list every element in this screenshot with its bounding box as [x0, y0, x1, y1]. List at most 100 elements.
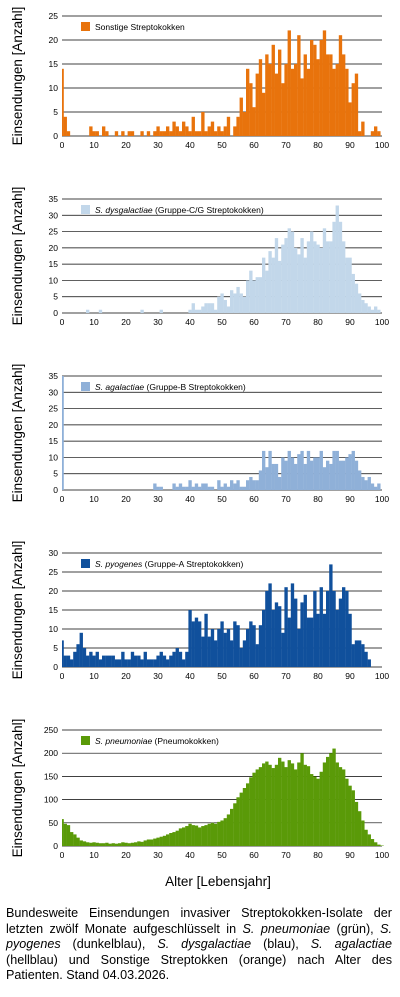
legend-group: (Gruppe-C/G Streptokokken): [153, 205, 264, 215]
legend-label: Sonstige Streptokokken: [95, 22, 185, 32]
bar: [249, 270, 253, 313]
x-tick-label: 80: [313, 850, 323, 860]
bar: [258, 625, 263, 667]
bar: [361, 644, 365, 667]
bar: [188, 131, 192, 136]
x-tick-label: 30: [153, 494, 163, 504]
bar: [294, 247, 298, 313]
bar: [98, 659, 103, 667]
bar: [370, 309, 375, 313]
bar: [201, 112, 205, 136]
bar: [175, 830, 179, 846]
x-tick-label: 100: [375, 494, 389, 504]
bar: [217, 296, 221, 313]
bar: [172, 832, 176, 846]
bar: [258, 277, 263, 313]
bar: [188, 610, 192, 667]
bar: [150, 659, 154, 667]
bar: [210, 822, 215, 846]
bar: [92, 842, 96, 846]
bar: [367, 659, 371, 667]
bar: [278, 49, 282, 136]
bar: [290, 68, 295, 136]
x-tick-label: 80: [313, 494, 323, 504]
bar: [370, 839, 375, 846]
bar: [114, 131, 119, 136]
bar: [274, 764, 279, 846]
bar: [326, 241, 330, 313]
bar: [290, 763, 295, 846]
bar: [223, 632, 227, 667]
bar: [345, 257, 349, 313]
bar: [335, 450, 339, 490]
bar: [374, 486, 378, 490]
bar: [207, 303, 211, 313]
bar: [294, 769, 298, 846]
bar: [143, 651, 147, 667]
bar: [124, 842, 128, 846]
bar: [198, 486, 202, 490]
bar: [217, 629, 221, 667]
y-tick-label: 0: [53, 662, 58, 672]
bar: [66, 825, 71, 846]
y-tick-label: 25: [49, 567, 59, 577]
bar: [268, 64, 272, 136]
bar: [370, 483, 375, 490]
x-tick-label: 100: [375, 317, 389, 327]
bar: [198, 621, 202, 667]
x-tick-label: 50: [217, 494, 227, 504]
bar: [210, 303, 215, 313]
bar: [374, 306, 378, 313]
bar: [89, 126, 93, 136]
bar: [313, 241, 317, 313]
x-tick-label: 50: [217, 140, 227, 150]
bar: [300, 753, 304, 846]
bar: [159, 309, 163, 313]
bar: [153, 838, 157, 846]
bar: [367, 306, 371, 313]
bar: [351, 273, 355, 313]
bar: [246, 68, 250, 136]
x-tick-label: 50: [217, 850, 227, 860]
bar: [338, 767, 343, 846]
bar: [294, 598, 298, 667]
x-tick-label: 40: [185, 494, 195, 504]
bar: [319, 587, 323, 667]
bar: [310, 40, 314, 136]
bar: [255, 480, 259, 490]
y-tick-label: 15: [49, 436, 59, 446]
bar: [156, 486, 160, 490]
bar: [278, 260, 282, 313]
bar: [73, 834, 77, 846]
x-tick-label: 20: [121, 494, 131, 504]
x-tick-label: 20: [121, 671, 131, 681]
caption-part: (dunkelblau),: [60, 937, 158, 952]
bar: [246, 783, 250, 846]
bar: [316, 613, 320, 667]
bar: [233, 293, 237, 313]
bar: [127, 659, 131, 667]
x-tick-label: 10: [89, 671, 99, 681]
x-tick-label: 10: [89, 140, 99, 150]
bar: [287, 617, 291, 667]
bar: [351, 83, 355, 136]
bar: [249, 83, 253, 136]
bar: [361, 820, 365, 846]
caption-species: S. agalactiae: [310, 937, 392, 952]
legend-species: S. pneumoniae: [95, 736, 152, 746]
bar: [134, 655, 138, 667]
bar: [226, 116, 231, 136]
bar: [185, 126, 189, 136]
bar: [226, 629, 231, 667]
legend-swatch: [81, 559, 90, 568]
bar: [348, 454, 352, 490]
bar: [322, 762, 327, 846]
bar: [242, 788, 247, 846]
bar: [150, 839, 154, 846]
bar: [361, 121, 365, 136]
bar: [62, 819, 64, 846]
x-tick-label: 90: [345, 140, 355, 150]
legend-species: S. agalactiae: [95, 382, 144, 392]
bar: [159, 486, 163, 490]
bar: [217, 821, 221, 846]
